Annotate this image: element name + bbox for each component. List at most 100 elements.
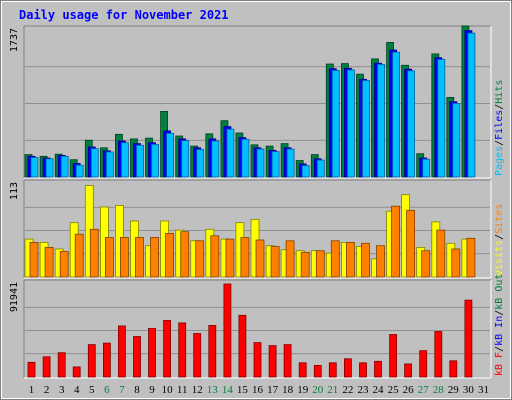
- bar-pages: [90, 148, 99, 178]
- bar-kb-f: [148, 327, 156, 378]
- legend-entry: Visits: [494, 240, 505, 276]
- bar-sites: [165, 232, 175, 278]
- x-tick-label: 8: [134, 384, 140, 396]
- bar-sites: [436, 229, 446, 278]
- x-tick-label: 28: [433, 384, 445, 396]
- bar-sites: [195, 240, 205, 278]
- x-tick-label: 22: [342, 384, 353, 396]
- bar-kb-f: [328, 362, 337, 378]
- x-tick-label: 10: [162, 384, 174, 396]
- bar-pages: [196, 149, 205, 178]
- chart-panels: 1737Pages/Files/Hits113Visits/Sites91941…: [9, 25, 505, 379]
- bar-pages: [331, 70, 340, 178]
- bar-kb-f: [374, 360, 382, 378]
- bar-kb-f: [238, 314, 247, 378]
- x-tick-label: 20: [312, 384, 324, 396]
- bar-pages: [422, 158, 431, 178]
- x-tick-label: 7: [119, 384, 125, 396]
- legend-entry: Hits: [494, 80, 505, 104]
- bar-sites: [376, 245, 385, 278]
- bar-sites: [421, 250, 431, 278]
- bar-kb-f: [87, 344, 96, 378]
- legend-entry: /: [494, 104, 505, 110]
- bar-pages: [362, 80, 370, 178]
- bar-sites: [345, 241, 355, 278]
- bar-kb-f: [118, 325, 126, 378]
- y-max-label: 91941: [9, 282, 20, 312]
- bar-kb-f: [133, 336, 141, 378]
- bar-pages: [392, 51, 401, 178]
- x-tick-label: 5: [89, 384, 95, 396]
- x-tick-label: 17: [267, 384, 279, 396]
- bar-kb-f: [389, 334, 398, 378]
- bar-sites: [89, 228, 99, 278]
- x-tick-label: 19: [297, 384, 309, 396]
- bar-pages: [211, 140, 220, 178]
- bar-sites: [406, 209, 416, 278]
- bar-pages: [106, 151, 114, 178]
- bar-sites: [240, 237, 250, 278]
- bar-sites: [300, 251, 310, 278]
- bar-pages: [437, 59, 446, 178]
- bar-pages: [301, 165, 310, 178]
- bar-sites: [74, 233, 84, 278]
- legend-entry: /: [494, 234, 505, 240]
- y-max-label: 113: [9, 182, 20, 200]
- x-tick-label: 11: [177, 384, 188, 396]
- x-tick-label: 6: [104, 384, 110, 396]
- bar-kb-f: [313, 364, 322, 378]
- bar-pages: [75, 164, 84, 178]
- bar-kb-f: [434, 331, 443, 378]
- chart-title: Daily usage for November 2021: [19, 8, 229, 22]
- legend-entry: kB F: [494, 352, 505, 376]
- bar-kb-f: [449, 360, 458, 378]
- bar-kb-f: [163, 319, 172, 378]
- legend-entry: /: [494, 346, 505, 352]
- bar-sites: [255, 239, 265, 278]
- bar-sites: [466, 237, 476, 278]
- bar-kb-f: [359, 362, 367, 378]
- x-tick-label: 26: [403, 384, 415, 396]
- x-tick-label: 30: [463, 384, 475, 396]
- bar-sites: [210, 235, 220, 278]
- bar-sites: [44, 246, 54, 278]
- legend-entry: Files: [494, 110, 505, 140]
- bar-pages: [30, 157, 39, 178]
- x-tick-label: 31: [478, 384, 489, 396]
- bar-sites: [391, 205, 401, 278]
- bar-kb-f: [27, 361, 36, 378]
- panel-visits_sites: 113 Visits/Sites: [9, 179, 505, 279]
- bar-kb-f: [208, 324, 217, 378]
- legend-entry: kB Out: [494, 274, 505, 310]
- bar-pages: [407, 70, 416, 178]
- side-legend: kB F/kB In/kB Out: [494, 274, 505, 376]
- bar-kb-f: [193, 333, 202, 378]
- x-tick-label: 27: [418, 384, 430, 396]
- bar-kb-f: [72, 366, 81, 378]
- bar-pages: [45, 158, 54, 178]
- bar-sites: [361, 242, 370, 278]
- x-tick-label: 21: [327, 384, 338, 396]
- bar-pages: [151, 143, 159, 178]
- legend-entry: Sites: [494, 204, 505, 234]
- bar-pages: [271, 151, 280, 178]
- x-tick-label: 23: [358, 384, 370, 396]
- x-tick-label: 1: [29, 384, 35, 396]
- bar-sites: [135, 237, 144, 278]
- x-tick-label: 16: [252, 384, 264, 396]
- bar-sites: [105, 237, 114, 278]
- bar-kb-f: [464, 299, 473, 378]
- legend-entry: kB In: [494, 316, 505, 346]
- x-tick-label: 15: [237, 384, 249, 396]
- x-tick-label: 24: [373, 384, 385, 396]
- bar-sites: [59, 251, 69, 278]
- bar-sites: [285, 240, 295, 278]
- bar-pages: [377, 64, 385, 178]
- bar-kb-f: [298, 362, 307, 378]
- side-legend: Visits/Sites: [494, 204, 505, 276]
- legend-entry: /: [494, 310, 505, 316]
- bar-sites: [330, 240, 340, 278]
